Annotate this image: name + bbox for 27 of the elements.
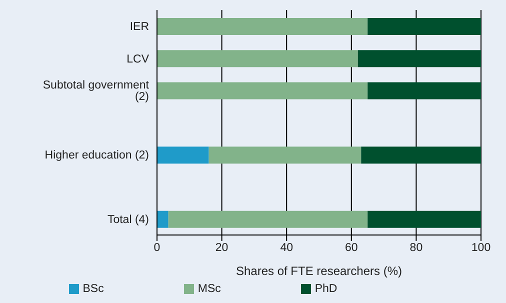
bar — [157, 50, 358, 68]
y-tick-label: Subtotal government (2) — [42, 80, 150, 104]
legend-label: PhD — [314, 283, 338, 295]
bar — [157, 210, 168, 228]
y-tick-label: IER — [130, 21, 149, 34]
bar — [358, 50, 481, 68]
y-tick-label: LCV — [126, 53, 150, 66]
x-tick-label: 20 — [215, 242, 228, 254]
bar — [208, 146, 362, 164]
bar — [157, 82, 368, 100]
bar — [368, 18, 481, 35]
x-tick-label: 80 — [410, 242, 423, 254]
bar — [157, 146, 209, 164]
x-tick-label: 0 — [154, 242, 160, 254]
x-tick-label: 40 — [280, 242, 293, 254]
x-tick-label: 60 — [345, 242, 358, 254]
x-axis-title: Shares of FTE researchers (%) — [236, 264, 402, 278]
bar — [368, 82, 481, 100]
bar — [368, 210, 481, 228]
bar — [168, 210, 368, 228]
legend-label: MSc — [198, 283, 221, 295]
bar — [361, 146, 481, 164]
y-tick-label: Total (4) — [107, 214, 150, 226]
legend-label: BSc — [82, 283, 104, 295]
y-tick-label: Higher education (2) — [44, 150, 150, 162]
x-tick-label: 100 — [471, 242, 491, 254]
bar — [157, 18, 368, 35]
